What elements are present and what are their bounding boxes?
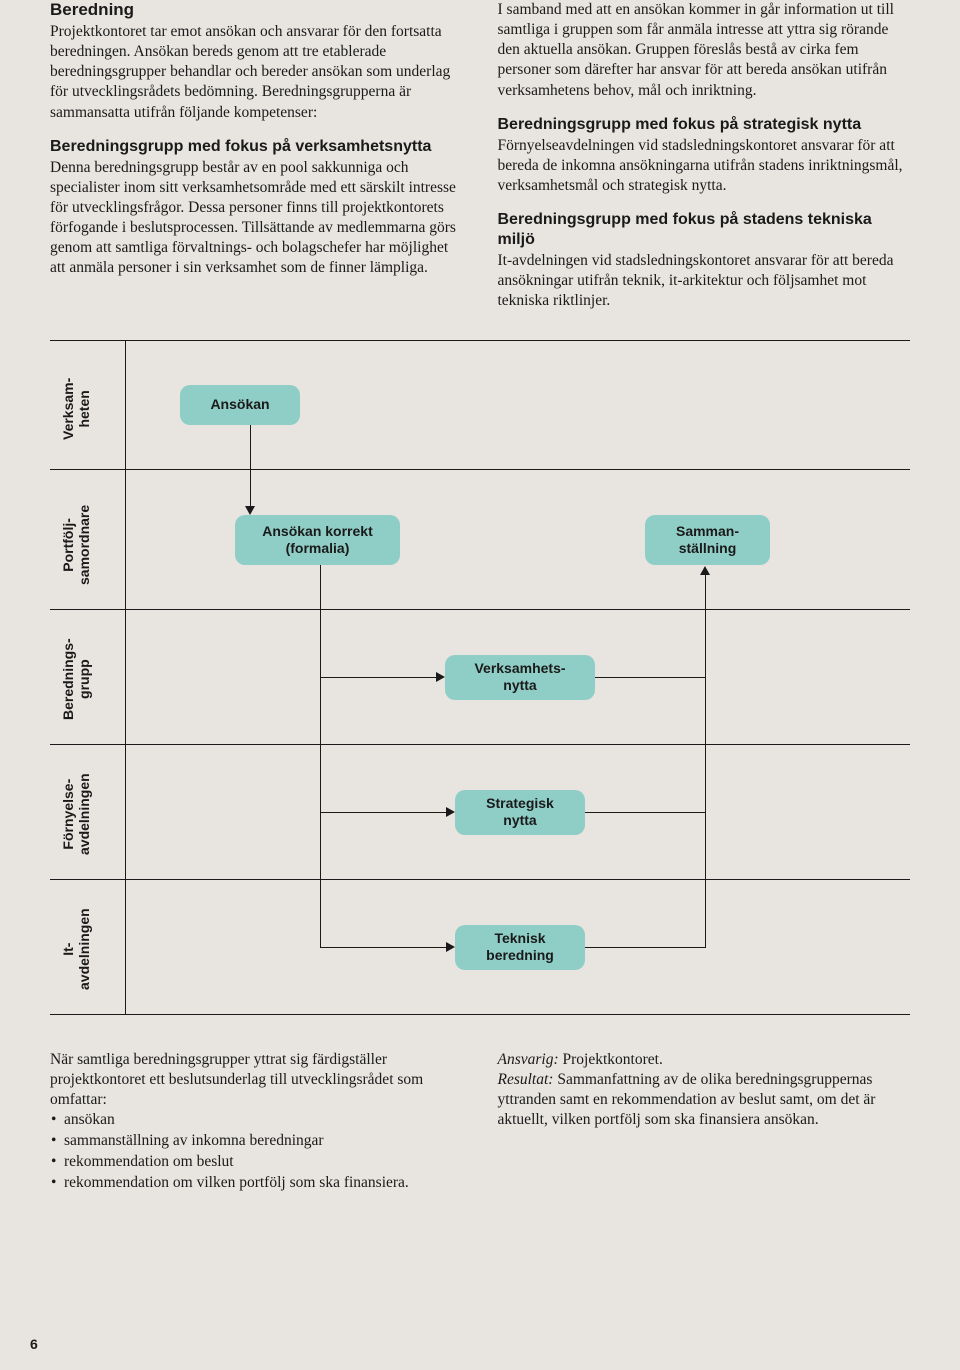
lane-label-1: Portfölj- samordnare <box>60 504 92 584</box>
arrowhead-teknisk <box>446 942 455 952</box>
right-column: I samband med att en ansökan kommer in g… <box>498 0 911 312</box>
edge-teknisk <box>320 947 447 948</box>
para-right-2: Förnyelseavdelningen vid stadsledningsko… <box>498 136 911 196</box>
footer-intro: När samtliga beredningsgrupper yttrat si… <box>50 1050 463 1110</box>
node-strat: Strategisk nytta <box>455 790 585 835</box>
page-number: 6 <box>30 1336 38 1352</box>
footer-left: När samtliga beredningsgrupper yttrat si… <box>50 1050 463 1194</box>
lane-label-2: Berednings- grupp <box>60 638 92 720</box>
bullet-0: ansökan <box>64 1110 463 1131</box>
para-right-3: It-avdelningen vid stadsledningskontoret… <box>498 251 911 311</box>
heading-verksamhetsnytta: Beredningsgrupp med fokus på verksamhets… <box>50 137 463 157</box>
edge-verks <box>320 677 437 678</box>
lane-label-0: Verksam- heten <box>60 377 92 439</box>
resultat-label: Resultat: <box>498 1071 554 1088</box>
footer-columns: När samtliga beredningsgrupper yttrat si… <box>50 1050 910 1194</box>
node-formalia: Ansökan korrekt (formalia) <box>235 515 400 565</box>
arrowhead-strat <box>446 807 455 817</box>
arrowhead-verks <box>436 672 445 682</box>
lane-1 <box>50 470 910 610</box>
edge-collector <box>705 575 706 948</box>
footer-bullets: ansökan sammanställning av inkomna bered… <box>50 1110 463 1194</box>
left-column: Beredning Projektkontoret tar emot ansök… <box>50 0 463 312</box>
node-teknisk: Teknisk beredning <box>455 925 585 970</box>
resultat-line: Resultat: Sammanfattning av de olika ber… <box>498 1070 911 1130</box>
edge-strat <box>320 812 447 813</box>
swimlane-diagram: Verksam- heten Portfölj- samordnare Bere… <box>50 340 910 1020</box>
edge-out-verks <box>595 677 705 678</box>
edge-1 <box>250 425 251 507</box>
para-left-2: Denna beredningsgrupp består av en pool … <box>50 158 463 279</box>
edge-out-teknisk <box>585 947 705 948</box>
heading-teknisk: Beredningsgrupp med fokus på stadens tek… <box>498 210 911 250</box>
arrowhead-samman <box>700 566 710 575</box>
heading-beredning: Beredning <box>50 0 463 20</box>
ansvarig-label: Ansvarig: <box>498 1051 559 1068</box>
arrowhead-1 <box>245 506 255 515</box>
lane-label-4: It- avdelningen <box>60 908 92 990</box>
edge-out-strat <box>585 812 705 813</box>
node-ansokan: Ansökan <box>180 385 300 425</box>
resultat-val: Sammanfattning av de olika beredningsgru… <box>498 1071 876 1128</box>
footer-right: Ansvarig: Projektkontoret. Resultat: Sam… <box>498 1050 911 1194</box>
para-left-1: Projektkontoret tar emot ansökan och ans… <box>50 22 463 123</box>
edge-stem <box>320 565 321 948</box>
lane-0 <box>50 340 910 470</box>
bullet-2: rekommendation om beslut <box>64 1152 463 1173</box>
heading-strategisk: Beredningsgrupp med fokus på strategisk … <box>498 115 911 135</box>
node-samman: Samman- ställning <box>645 515 770 565</box>
node-verks: Verksamhets- nytta <box>445 655 595 700</box>
lane-divider <box>125 340 126 1015</box>
text-columns: Beredning Projektkontoret tar emot ansök… <box>50 0 910 312</box>
bullet-1: sammanställning av inkomna beredningar <box>64 1131 463 1152</box>
bullet-3: rekommendation om vilken portfölj som sk… <box>64 1173 463 1194</box>
lane-label-3: Förnyelse- avdelningen <box>60 773 92 855</box>
ansvarig-line: Ansvarig: Projektkontoret. <box>498 1050 911 1070</box>
para-right-1: I samband med att en ansökan kommer in g… <box>498 0 911 101</box>
ansvarig-val: Projektkontoret. <box>559 1051 663 1068</box>
